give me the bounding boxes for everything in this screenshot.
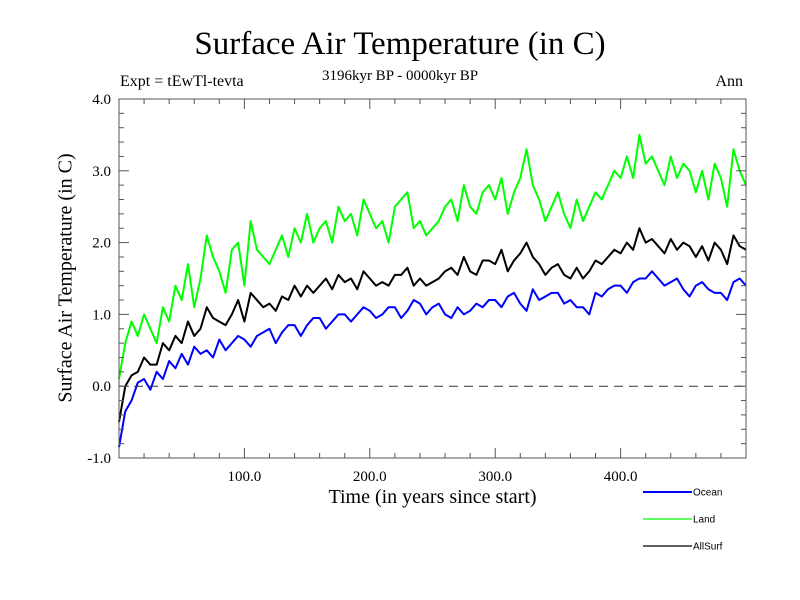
chart-title: Surface Air Temperature (in C) <box>194 26 606 62</box>
legend-item-ocean: Ocean <box>643 488 722 499</box>
y-tick-label: 0.0 <box>92 379 111 395</box>
series-line-land <box>118 133 747 380</box>
x-tick-label: 200.0 <box>353 469 387 485</box>
legend-item-land: Land <box>643 515 715 526</box>
legend-label: Ocean <box>693 488 722 499</box>
season-label: Ann <box>715 73 743 90</box>
x-tick-label: 100.0 <box>228 469 262 485</box>
series-line-ocean <box>118 270 747 448</box>
period-label: 3196kyr BP - 0000kyr BP <box>321 68 479 84</box>
legend-item-allsurf: AllSurf <box>643 542 723 553</box>
legend-label: AllSurf <box>693 542 723 553</box>
legend-label: Land <box>693 515 715 526</box>
experiment-label: Expt = tEwTl-tevta <box>120 73 244 90</box>
x-tick-label: 300.0 <box>478 469 512 485</box>
x-axis-label: Time (in years since start) <box>328 486 537 508</box>
series-line-allsurf <box>118 227 747 423</box>
y-tick-label: -1.0 <box>87 451 111 467</box>
plot-frame <box>118 98 747 459</box>
legend: Ocean Land AllSurf <box>643 488 723 553</box>
series-layer <box>118 133 747 448</box>
y-tick-label: 4.0 <box>92 92 111 108</box>
y-tick-label: 2.0 <box>92 236 111 252</box>
y-tick-label: 3.0 <box>92 164 111 180</box>
axes-layer: 100.0 200.0 300.0 400.0 -1.0 0.0 1.0 2.0 3.0 4.0 <box>87 92 747 485</box>
y-tick-label: 1.0 <box>92 307 111 323</box>
x-tick-label: 400.0 <box>604 469 638 485</box>
